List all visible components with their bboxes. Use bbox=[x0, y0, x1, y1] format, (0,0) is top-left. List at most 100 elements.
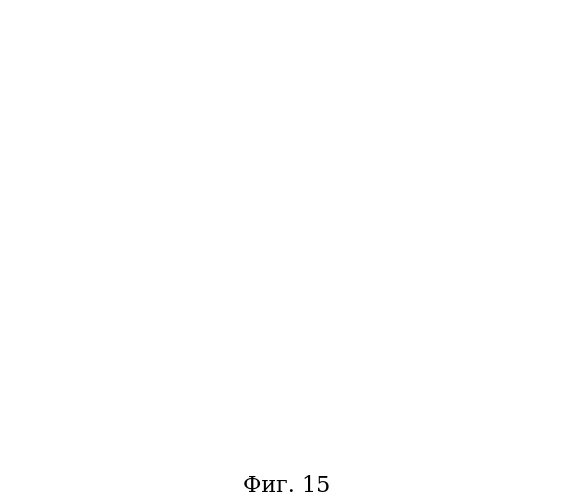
Point bbox=[436, 340, 445, 348]
Point bbox=[391, 431, 400, 439]
Point bbox=[457, 356, 467, 364]
Point bbox=[438, 192, 447, 200]
Point bbox=[153, 430, 162, 438]
Point bbox=[442, 387, 451, 395]
Point bbox=[142, 206, 152, 214]
Point bbox=[118, 390, 127, 398]
Point bbox=[176, 462, 185, 470]
Point bbox=[68, 285, 77, 293]
Point bbox=[425, 258, 434, 266]
Point bbox=[472, 356, 482, 364]
Point bbox=[390, 450, 400, 458]
Point bbox=[440, 136, 449, 144]
Point bbox=[410, 322, 420, 330]
Point bbox=[131, 308, 140, 316]
Point bbox=[427, 192, 436, 200]
Point bbox=[145, 125, 154, 133]
Point bbox=[433, 166, 442, 173]
Point bbox=[65, 424, 74, 432]
Point bbox=[434, 154, 443, 162]
Point bbox=[56, 275, 65, 283]
Point bbox=[433, 198, 442, 206]
Point bbox=[429, 418, 439, 426]
Point bbox=[153, 336, 162, 344]
Point bbox=[168, 40, 177, 48]
Point bbox=[169, 420, 179, 428]
Point bbox=[373, 429, 382, 437]
Point bbox=[152, 314, 161, 322]
Point bbox=[414, 201, 424, 209]
Point bbox=[424, 244, 433, 252]
Point bbox=[438, 37, 447, 45]
Point bbox=[199, 443, 208, 451]
Point bbox=[431, 139, 440, 147]
Point bbox=[80, 266, 90, 274]
Point bbox=[48, 430, 57, 438]
Point bbox=[430, 368, 439, 376]
Point bbox=[160, 188, 169, 196]
Point bbox=[87, 286, 96, 294]
Point bbox=[217, 448, 226, 456]
Point bbox=[426, 398, 436, 406]
Point bbox=[57, 262, 66, 270]
Point bbox=[144, 206, 153, 214]
Point bbox=[378, 288, 387, 296]
Point bbox=[205, 430, 215, 438]
Point bbox=[415, 253, 424, 261]
Point bbox=[111, 302, 121, 310]
Point bbox=[413, 131, 422, 139]
Point bbox=[409, 314, 418, 322]
Point bbox=[168, 344, 177, 352]
Point bbox=[216, 460, 226, 468]
Point bbox=[157, 189, 166, 197]
Point bbox=[108, 345, 118, 353]
Point bbox=[369, 438, 378, 446]
Point bbox=[390, 301, 399, 309]
Point bbox=[40, 266, 49, 274]
Point bbox=[171, 50, 180, 58]
Point bbox=[402, 302, 412, 310]
Point bbox=[449, 351, 459, 359]
Text: A: A bbox=[30, 29, 45, 47]
Point bbox=[169, 431, 179, 439]
Point bbox=[135, 394, 145, 402]
Point bbox=[389, 442, 398, 450]
Point bbox=[438, 180, 447, 188]
Point bbox=[446, 156, 455, 164]
Point bbox=[124, 395, 133, 403]
Point bbox=[158, 184, 167, 192]
Point bbox=[129, 317, 138, 325]
Point bbox=[428, 207, 437, 215]
Point bbox=[129, 368, 138, 376]
Point bbox=[451, 372, 460, 380]
Point bbox=[187, 445, 196, 453]
Point bbox=[103, 294, 113, 302]
Point bbox=[416, 253, 425, 261]
Point bbox=[433, 174, 443, 182]
Point bbox=[148, 360, 157, 368]
Point bbox=[412, 437, 421, 445]
Point bbox=[64, 444, 73, 452]
Point bbox=[44, 442, 53, 450]
Point bbox=[116, 308, 125, 316]
Point bbox=[152, 323, 161, 331]
Point bbox=[134, 370, 144, 378]
Point bbox=[165, 37, 174, 45]
Point bbox=[424, 160, 433, 168]
Point bbox=[445, 184, 454, 192]
Point bbox=[145, 402, 154, 409]
Point bbox=[208, 473, 217, 481]
Point bbox=[106, 292, 115, 300]
Point bbox=[402, 306, 412, 314]
Point bbox=[161, 192, 170, 200]
Point bbox=[409, 386, 418, 394]
Point bbox=[122, 372, 131, 380]
Point bbox=[431, 390, 440, 398]
Point bbox=[407, 278, 416, 285]
Point bbox=[138, 127, 148, 135]
Point bbox=[408, 166, 417, 174]
Point bbox=[88, 282, 98, 290]
Point bbox=[121, 310, 130, 318]
Point bbox=[91, 286, 100, 294]
Point bbox=[168, 394, 177, 402]
